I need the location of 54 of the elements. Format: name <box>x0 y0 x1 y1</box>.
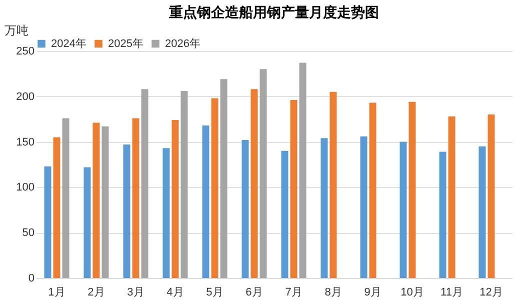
bar <box>250 89 258 278</box>
bar <box>123 144 130 278</box>
bar <box>162 148 170 278</box>
y-axis-title: 万吨 <box>4 24 28 38</box>
x-tick-label: 7月 <box>285 286 302 298</box>
x-tick-label: 4月 <box>166 286 184 298</box>
bar <box>488 114 495 278</box>
bar <box>132 118 140 278</box>
bar <box>53 137 60 278</box>
bar <box>478 146 486 278</box>
legend-label: 2025年 <box>108 38 144 50</box>
x-tick-label: 11月 <box>440 286 463 298</box>
y-tick-label: 250 <box>16 46 34 58</box>
x-tick-label: 9月 <box>364 286 382 298</box>
bar <box>408 102 416 278</box>
x-tick-label: 12月 <box>480 286 503 298</box>
bar <box>102 126 109 278</box>
x-tick-label: 2月 <box>88 286 105 298</box>
bar <box>320 138 328 278</box>
bar <box>360 136 368 278</box>
bar <box>141 89 148 278</box>
x-tick-label: 10月 <box>400 286 424 298</box>
bar <box>211 98 218 278</box>
legend-label: 2026年 <box>165 38 200 50</box>
bar <box>400 142 407 278</box>
bar <box>180 90 188 278</box>
x-tick-label: 3月 <box>127 286 144 298</box>
bar <box>84 167 91 278</box>
bar <box>439 152 446 278</box>
bar <box>330 92 337 278</box>
bar <box>220 79 228 278</box>
bar <box>369 102 376 278</box>
legend-label: 2024年 <box>51 38 86 50</box>
x-tick-label: 5月 <box>206 286 224 298</box>
chart-title: 重点钢企造船用钢产量月度走势图 <box>168 4 379 20</box>
bar <box>202 125 210 278</box>
bar <box>260 69 267 278</box>
bar <box>448 116 456 278</box>
y-tick-label: 150 <box>16 136 34 148</box>
bar <box>44 166 52 278</box>
bar <box>299 62 306 278</box>
bar <box>172 120 179 278</box>
x-tick-label: 1月 <box>48 286 66 298</box>
y-tick-label: 0 <box>28 272 34 284</box>
x-tick-label: 8月 <box>324 286 342 298</box>
bar <box>242 140 249 278</box>
bar <box>290 100 298 278</box>
y-tick-label: 50 <box>22 227 34 240</box>
x-tick-label: 6月 <box>246 286 263 298</box>
y-tick-label: 200 <box>16 90 34 103</box>
bar <box>62 118 70 278</box>
y-tick-label: 100 <box>16 182 34 194</box>
bar <box>92 122 100 278</box>
bar <box>281 150 288 278</box>
